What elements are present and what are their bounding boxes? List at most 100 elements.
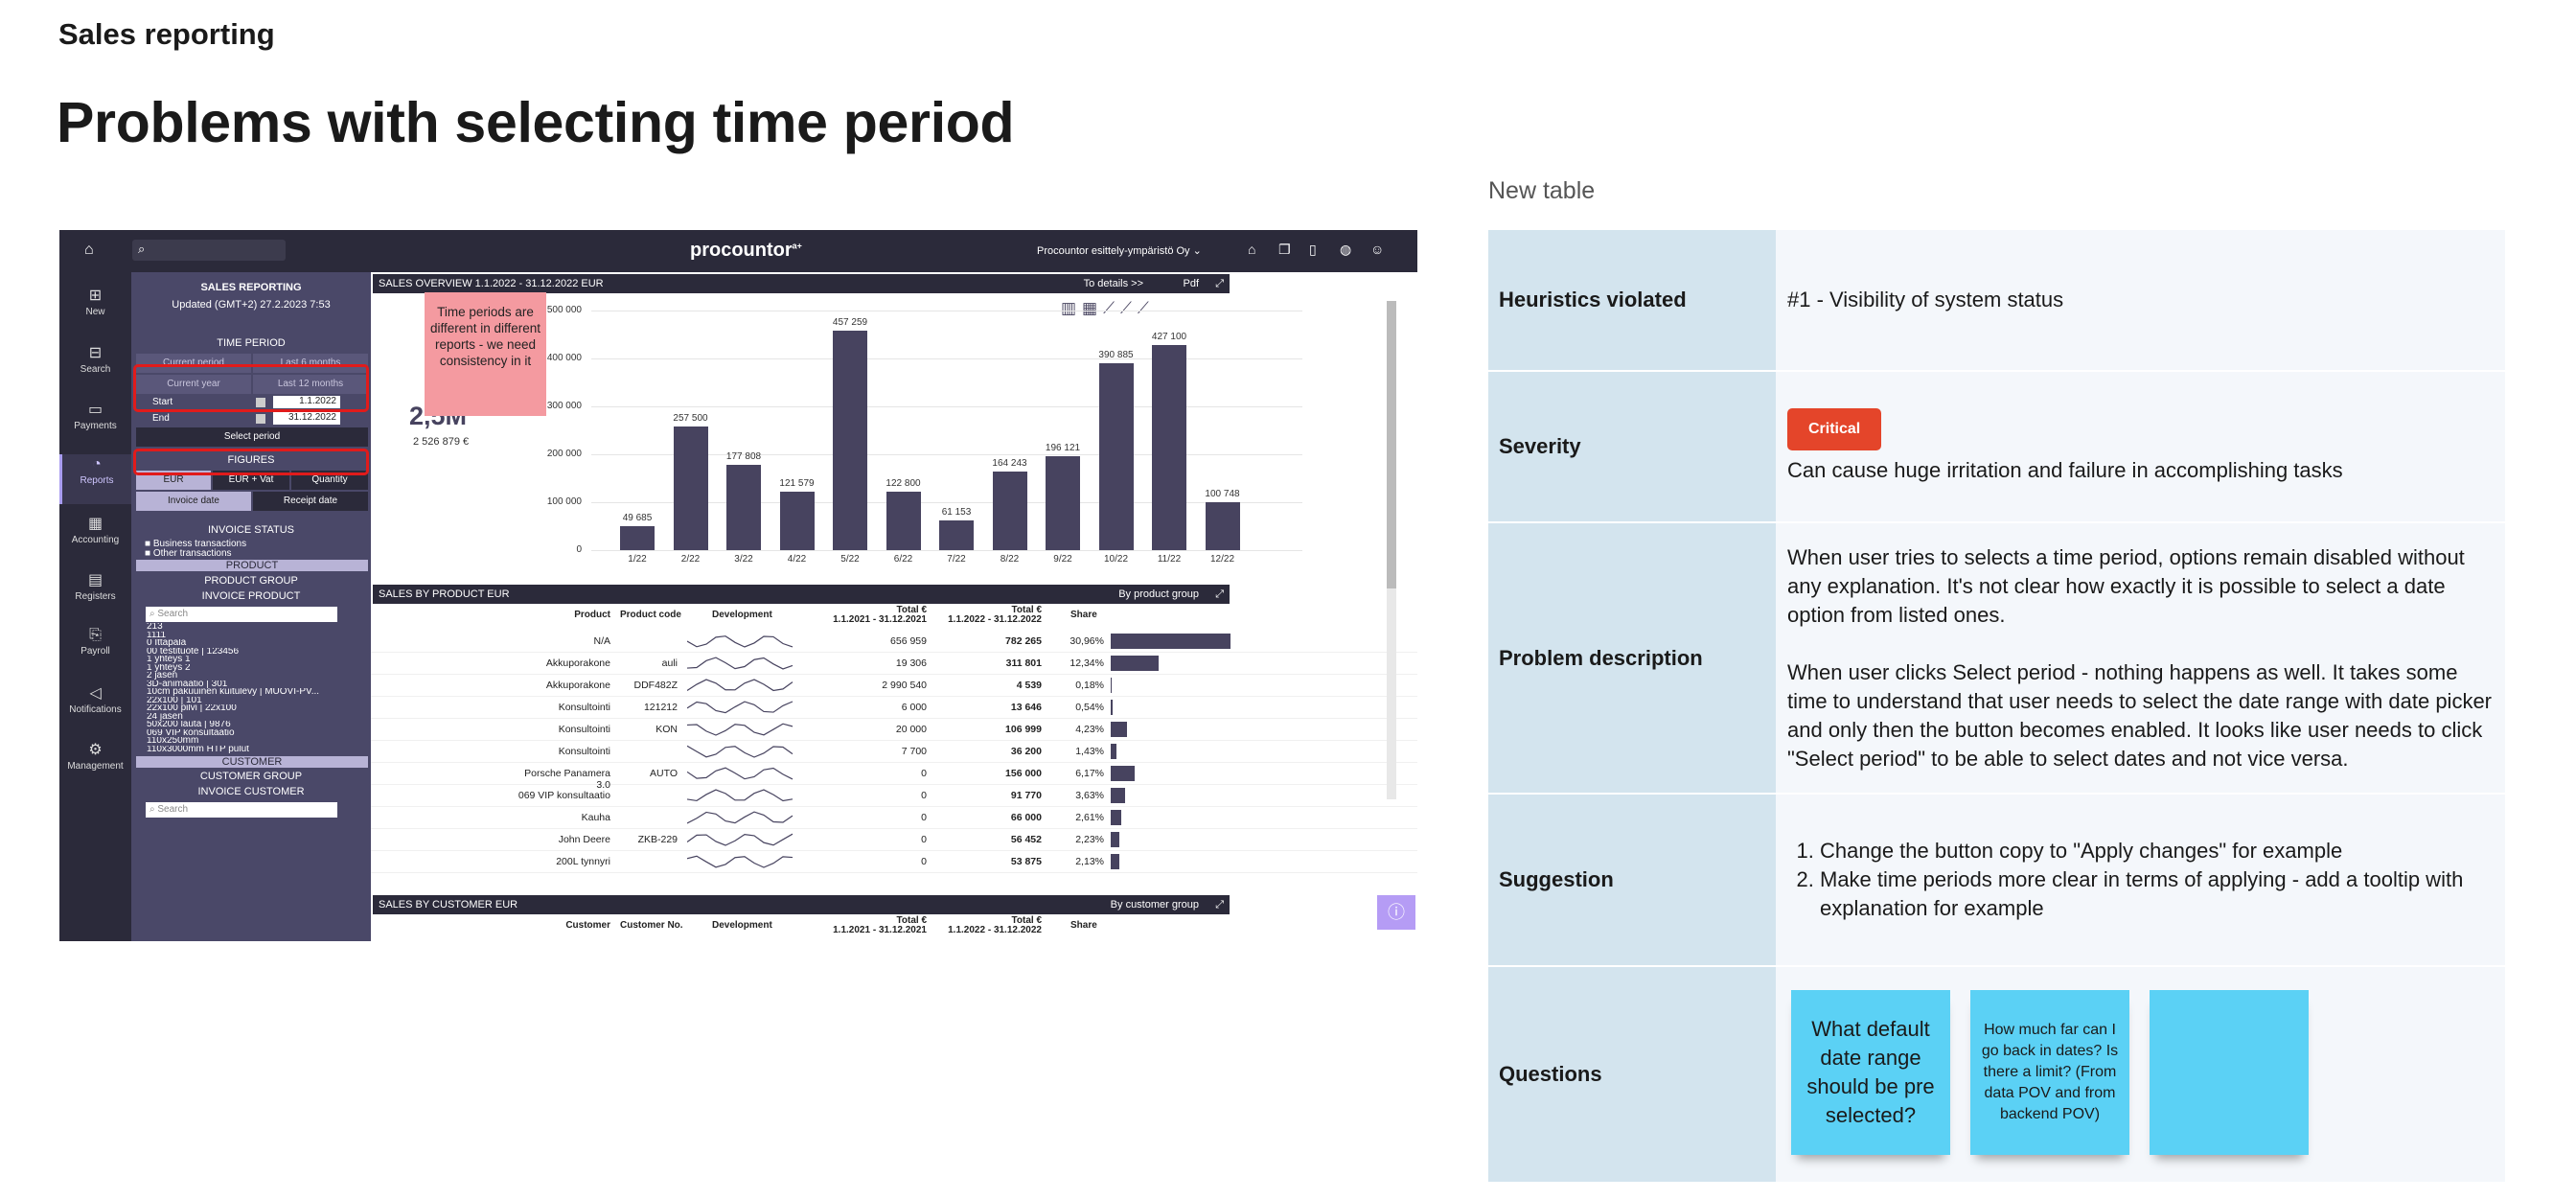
table-row[interactable]: 069 VIP konsultaatio 0 91 770 3,63% — [371, 785, 1417, 807]
last-6-months-option[interactable]: Last 6 months — [253, 354, 368, 373]
start-checkbox[interactable] — [256, 398, 265, 407]
document-icon[interactable]: ▯ — [1309, 242, 1317, 257]
product-search-input[interactable]: ⌕ Search — [146, 607, 337, 622]
table-row[interactable]: Kauha 0 66 000 2,61% — [371, 807, 1417, 829]
expand-icon[interactable]: ⤢ — [1215, 899, 1224, 911]
scrollbar[interactable] — [1387, 301, 1396, 799]
table-row[interactable]: John Deere ZKB-229 0 56 452 2,23% — [371, 829, 1417, 851]
cell-t1: 0 — [921, 856, 927, 867]
table-row[interactable]: Konsultointi 121212 6 000 13 646 0,54% — [371, 697, 1417, 719]
globe-icon[interactable]: ◍ — [1340, 242, 1352, 257]
product-list-item[interactable]: 213 — [147, 623, 163, 632]
eur-vat-option[interactable]: EUR + Vat — [213, 471, 289, 490]
nav-accounting[interactable]: ▦ Accounting — [59, 514, 131, 545]
nav-payments[interactable]: ▭ Payments — [59, 400, 131, 431]
nav-reports[interactable]: ◔ Reports — [59, 454, 131, 504]
scrollbar-thumb[interactable] — [1387, 301, 1396, 588]
sticky-note[interactable]: How much far can I go back in dates? Is … — [1970, 990, 2129, 1155]
quantity-option[interactable]: Quantity — [291, 471, 368, 490]
product-list-item[interactable]: 2 jäsen — [147, 672, 178, 680]
table-row[interactable]: Konsultointi KON 20 000 106 999 4,23% — [371, 719, 1417, 741]
nav-registers[interactable]: ▤ Registers — [59, 570, 131, 602]
to-details-link[interactable]: To details >> — [1083, 278, 1143, 289]
receipt-date-option[interactable]: Receipt date — [253, 492, 368, 511]
product-list-item[interactable]: 0 Ittapala — [147, 639, 187, 648]
x-tick-label: 11/22 — [1157, 554, 1182, 565]
nav-label: Accounting — [71, 535, 120, 545]
chart-bar[interactable] — [886, 491, 921, 550]
chart-bar[interactable] — [620, 526, 655, 550]
product-list-item[interactable]: 110x3000mm HTP pulut — [147, 745, 249, 753]
expand-icon[interactable]: ⤢ — [1215, 278, 1224, 289]
product-list-item[interactable]: 1111 — [147, 631, 167, 639]
chart-bar[interactable] — [833, 331, 867, 550]
product-list-item[interactable]: 00 testituote | 123456 — [147, 647, 240, 656]
invoice-date-option[interactable]: Invoice date — [136, 492, 251, 511]
end-checkbox[interactable] — [256, 414, 265, 424]
chart-bar[interactable] — [726, 465, 761, 550]
chart-bar[interactable] — [1205, 501, 1240, 550]
table-row[interactable]: Akkuporakone auli 19 306 311 801 12,34% — [371, 653, 1417, 675]
home-icon[interactable]: ⌂ — [84, 242, 94, 258]
nav-payroll[interactable]: ⎘ Payroll — [59, 627, 131, 657]
product-list-item[interactable]: 22x100 pilvi | 22x100 — [147, 704, 237, 713]
product-list-item[interactable]: 22x100 | 101 — [147, 696, 202, 704]
nav-notifications[interactable]: ◁ Notifications — [59, 683, 131, 715]
select-period-button[interactable]: Select period — [136, 427, 368, 447]
product-list-item[interactable]: 10cm pakuuinen kuitulevy | MUOVI-PV... — [147, 688, 320, 697]
chart-bar[interactable] — [1046, 455, 1080, 550]
copy-icon[interactable]: ❐ — [1278, 242, 1291, 257]
nav-label: Notifications — [69, 704, 122, 715]
product-list-item[interactable]: 3D-animaatio | 301 — [147, 680, 228, 688]
chart-bar[interactable] — [1152, 345, 1186, 550]
customer-group-heading[interactable]: CUSTOMER GROUP — [199, 771, 303, 782]
cell-share: 30,96% — [1070, 635, 1104, 647]
customer-search-input[interactable]: ⌕ Search — [146, 802, 337, 818]
nav-new[interactable]: ⊞ New — [59, 286, 131, 317]
sticky-note[interactable] — [2150, 990, 2309, 1155]
current-year-option[interactable]: Current year — [136, 375, 251, 394]
product-list-item[interactable]: 1 yhteys 1 — [147, 656, 191, 664]
by-customer-group-link[interactable]: By customer group — [1110, 899, 1199, 911]
by-product-group-link[interactable]: By product group — [1118, 588, 1199, 600]
search-input[interactable]: ⌕ — [132, 240, 286, 261]
product-list-item[interactable]: 110x250mm — [147, 737, 199, 746]
info-icon[interactable]: ⓘ — [1377, 895, 1415, 930]
product-list-item[interactable]: 50x200 lauta | 9876 — [147, 721, 231, 729]
table-row[interactable]: Konsultointi 7 700 36 200 1,43% — [371, 741, 1417, 763]
table-row[interactable]: Akkuporakone DDF482Z 2 990 540 4 539 0,18% — [371, 675, 1417, 697]
home-alt-icon[interactable]: ⌂ — [1248, 242, 1256, 257]
pdf-button[interactable]: Pdf — [1183, 278, 1199, 289]
table-row[interactable]: N/A 656 959 782 265 30,96% — [371, 631, 1417, 653]
chart-bar[interactable] — [779, 492, 815, 550]
last-12-months-option[interactable]: Last 12 months — [253, 375, 368, 394]
expand-icon[interactable]: ⤢ — [1215, 588, 1224, 600]
nav-search[interactable]: ⊟ Search — [59, 343, 131, 375]
business-transactions-check[interactable]: ■ Business transactions — [145, 539, 247, 549]
chart-bar[interactable] — [939, 520, 974, 550]
other-transactions-check[interactable]: ■ Other transactions — [145, 548, 232, 559]
customer-table-head: Customer Customer No. Development Total … — [371, 915, 1233, 940]
end-date-field[interactable]: 31.12.2022 — [273, 412, 340, 425]
share-bar — [1111, 810, 1121, 825]
table-row[interactable]: Porsche Panamera 3.0 AUTO 0 156 000 6,17% — [371, 763, 1417, 791]
product-group-heading[interactable]: PRODUCT GROUP — [204, 575, 298, 587]
chart-bar[interactable] — [992, 471, 1027, 550]
product-list-item[interactable]: 069 VIP konsultaatio — [147, 728, 235, 737]
user-icon[interactable]: ☺ — [1370, 242, 1385, 257]
chart-bar[interactable] — [1098, 362, 1134, 550]
product-list[interactable]: 213 1111 0 Ittapala 00 testituote | 123456 1… — [147, 623, 357, 753]
chart-type-icons[interactable]: ▥▦⟋⟋⟋ — [1061, 299, 1155, 317]
current-period-option[interactable]: Current period — [136, 354, 251, 373]
table-row[interactable]: 200L tynnyri 0 53 875 2,13% — [371, 851, 1417, 873]
product-list-item[interactable]: 1 yhteys 2 — [147, 663, 191, 672]
sticky-note[interactable]: What default date range should be pre se… — [1791, 990, 1950, 1155]
chart-bar[interactable] — [673, 427, 708, 550]
company-selector[interactable]: Procountor esittely-ympäristö Oy ⌄ — [1037, 244, 1202, 257]
highlight-time-options — [133, 364, 369, 412]
nav-management[interactable]: ⚙ Management — [59, 740, 131, 772]
start-date-field[interactable]: 1.1.2022 — [273, 396, 340, 408]
product-list-item[interactable]: 24 jäsen — [147, 712, 183, 721]
eur-option[interactable]: EUR — [136, 471, 211, 490]
col-total-2021: Total € — [896, 605, 927, 615]
